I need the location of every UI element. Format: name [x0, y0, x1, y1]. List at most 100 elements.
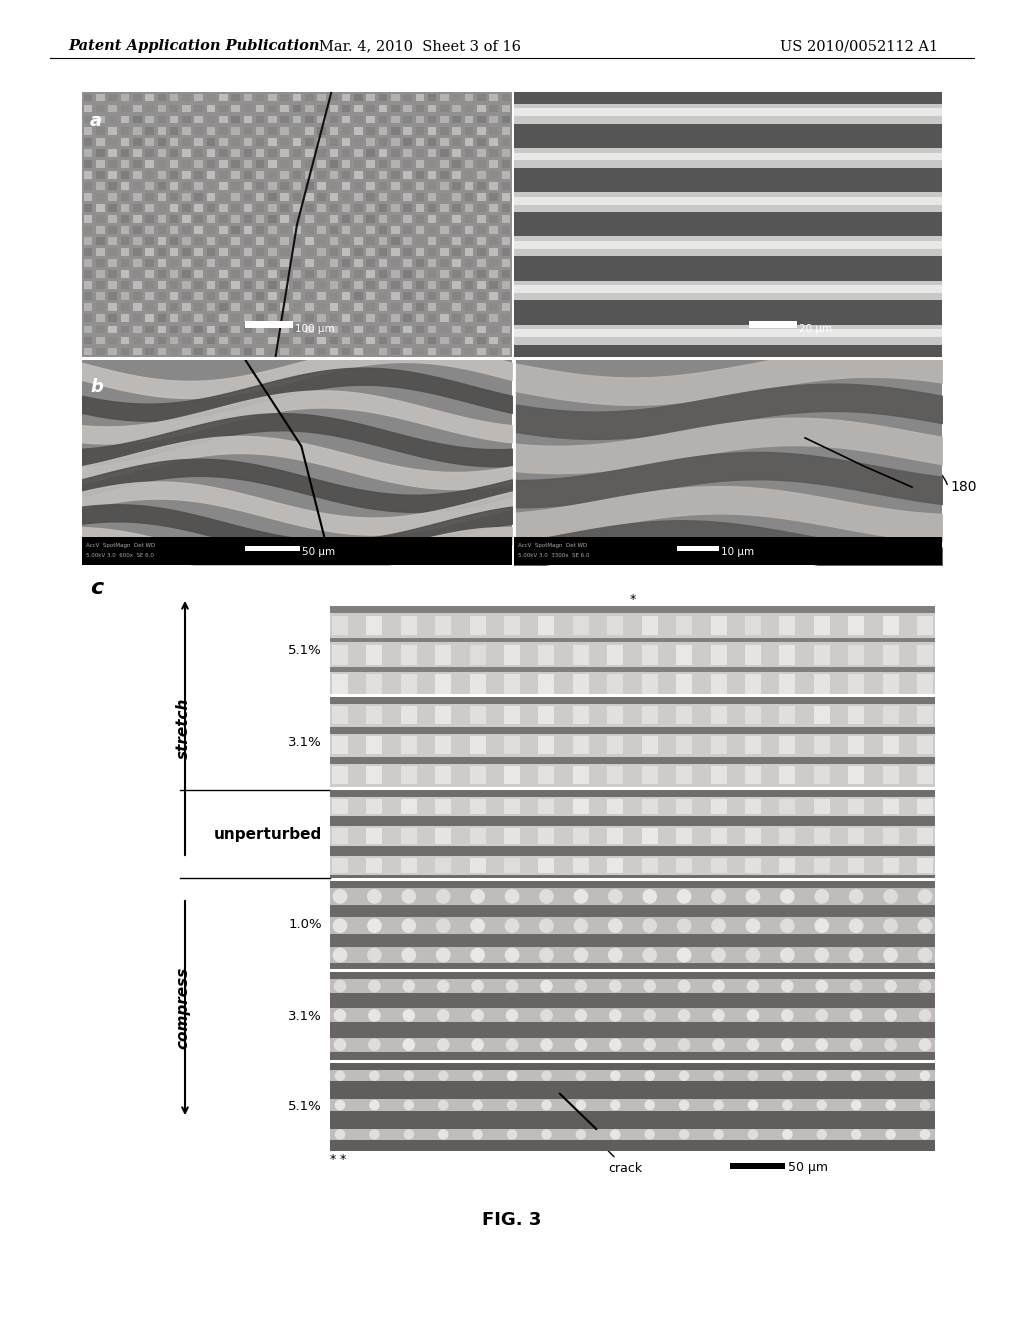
Bar	[158, 337, 166, 345]
Bar	[231, 281, 240, 289]
Circle shape	[919, 919, 932, 932]
Circle shape	[850, 948, 863, 962]
Bar	[231, 127, 240, 135]
Circle shape	[746, 919, 760, 932]
Circle shape	[714, 1101, 723, 1110]
Bar	[182, 347, 190, 355]
Bar	[121, 160, 129, 168]
Bar	[502, 337, 510, 345]
Bar	[465, 271, 473, 279]
Bar	[428, 116, 436, 124]
Circle shape	[540, 948, 553, 962]
Bar	[96, 94, 104, 102]
Bar	[256, 205, 264, 211]
Bar	[96, 347, 104, 355]
Bar	[572, 858, 589, 873]
Circle shape	[575, 981, 587, 991]
Circle shape	[886, 1072, 895, 1080]
Circle shape	[336, 1101, 344, 1110]
Bar	[403, 347, 412, 355]
Bar	[489, 337, 498, 345]
Bar	[293, 193, 301, 201]
Bar	[158, 347, 166, 355]
Bar	[428, 127, 436, 135]
Bar	[182, 172, 190, 178]
Circle shape	[370, 1072, 379, 1080]
Bar	[305, 337, 313, 345]
Bar	[453, 259, 461, 267]
Bar	[256, 160, 264, 168]
Circle shape	[404, 1072, 414, 1080]
Bar	[330, 238, 338, 246]
Bar	[465, 205, 473, 211]
Bar	[403, 215, 412, 223]
Circle shape	[335, 1010, 346, 1022]
Circle shape	[781, 981, 793, 991]
Bar	[293, 226, 301, 234]
Bar	[428, 271, 436, 279]
Bar	[244, 94, 252, 102]
Bar	[268, 193, 276, 201]
Bar	[403, 127, 412, 135]
Bar	[354, 238, 362, 246]
Circle shape	[713, 1010, 724, 1022]
Bar	[84, 259, 92, 267]
Bar	[400, 645, 417, 664]
Bar	[502, 172, 510, 178]
Circle shape	[574, 948, 588, 962]
Bar	[170, 326, 178, 333]
Bar	[428, 248, 436, 256]
Bar	[133, 326, 141, 333]
Bar	[367, 271, 375, 279]
Bar	[453, 238, 461, 246]
Circle shape	[851, 981, 862, 991]
Bar	[416, 347, 424, 355]
Bar	[416, 94, 424, 102]
Bar	[317, 347, 326, 355]
Bar	[607, 645, 624, 664]
Circle shape	[645, 1130, 654, 1139]
Bar	[268, 104, 276, 112]
Bar	[145, 337, 154, 345]
Bar	[883, 706, 899, 725]
Bar	[231, 226, 240, 234]
Bar	[330, 337, 338, 345]
Bar	[642, 645, 657, 664]
Bar	[711, 675, 727, 694]
Bar	[744, 706, 761, 725]
Bar	[676, 706, 692, 725]
Bar	[96, 238, 104, 246]
Text: 180: 180	[950, 480, 977, 494]
Bar	[428, 160, 436, 168]
Circle shape	[436, 948, 450, 962]
Bar	[918, 767, 933, 784]
Circle shape	[919, 948, 932, 962]
Bar	[477, 116, 485, 124]
Circle shape	[507, 1039, 518, 1051]
Bar	[676, 767, 692, 784]
Bar	[354, 326, 362, 333]
Bar	[379, 259, 387, 267]
Circle shape	[782, 1130, 792, 1139]
Bar	[814, 645, 829, 664]
Circle shape	[507, 1010, 518, 1022]
Bar	[367, 314, 375, 322]
Bar	[453, 149, 461, 157]
Bar	[158, 304, 166, 312]
Bar	[133, 137, 141, 145]
Bar	[244, 314, 252, 322]
Bar	[330, 259, 338, 267]
Bar	[514, 148, 942, 168]
Bar	[391, 160, 399, 168]
Bar	[489, 104, 498, 112]
Bar	[711, 615, 727, 635]
Bar	[676, 737, 692, 755]
Bar	[453, 127, 461, 135]
Bar	[453, 248, 461, 256]
Bar	[244, 104, 252, 112]
Bar	[465, 127, 473, 135]
Circle shape	[369, 981, 380, 991]
Bar	[231, 182, 240, 190]
Bar	[121, 104, 129, 112]
Bar	[607, 737, 624, 755]
